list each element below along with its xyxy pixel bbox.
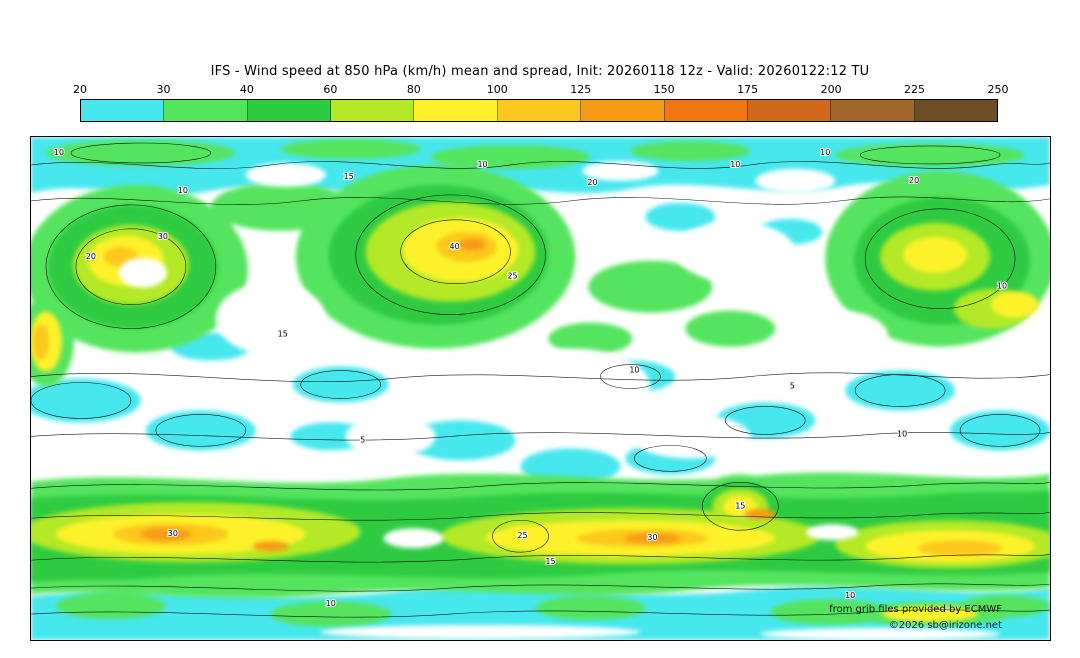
contour-label: 25 bbox=[507, 272, 517, 281]
attribution-source: from grib files provided by ECMWF bbox=[829, 604, 1002, 615]
contour-label: 5 bbox=[360, 435, 365, 444]
contour-label: 30 bbox=[168, 529, 178, 538]
colorbar-segment-100-125 bbox=[497, 100, 582, 121]
colorbar-tick-125: 125 bbox=[570, 83, 592, 96]
contour-label: 20 bbox=[86, 252, 96, 261]
contour-labels: 10 10 15 10 20 10 10 20 30 20 40 25 15 10 10 5 5 10 15 25 30… bbox=[53, 147, 1008, 609]
colorbar-tick-200: 200 bbox=[820, 83, 842, 96]
colorbar-tick-150: 150 bbox=[653, 83, 675, 96]
colorbar-tick-250: 250 bbox=[987, 83, 1009, 96]
colorbar-segment-20-30 bbox=[81, 100, 165, 121]
colorbar-tick-20: 20 bbox=[73, 83, 87, 96]
colorbar-tick-40: 40 bbox=[239, 83, 254, 96]
contour-lines bbox=[31, 142, 1050, 618]
contour-label: 15 bbox=[278, 330, 288, 339]
contour-label: 10 bbox=[477, 160, 487, 169]
colorbar-segment-30-40 bbox=[164, 100, 248, 121]
contour-label: 5 bbox=[790, 382, 795, 391]
colorbar-segment-80-100 bbox=[414, 100, 498, 121]
attribution: from grib files provided by ECMWF ©2026 … bbox=[829, 602, 1002, 634]
white-gap-region bbox=[118, 160, 1001, 640]
contour-label: 30 bbox=[158, 232, 168, 241]
contour-label: 10 bbox=[897, 429, 907, 438]
colorbar-tick-60: 60 bbox=[323, 83, 338, 96]
contour-label: 10 bbox=[997, 282, 1007, 291]
contour-label: 10 bbox=[730, 160, 740, 169]
contour-label: 15 bbox=[735, 501, 745, 510]
contour-label: 20 bbox=[909, 176, 919, 185]
colorbar-segment-125-150 bbox=[581, 100, 665, 121]
page-title: IFS - Wind speed at 850 hPa (km/h) mean … bbox=[210, 64, 870, 79]
contour-label: 40 bbox=[450, 242, 460, 251]
colorbar-ticks: 20 30 40 60 80 100 125 150 175 200 225 250 bbox=[73, 83, 1009, 96]
contour-label: 10 bbox=[845, 591, 855, 600]
colorbar-tick-100: 100 bbox=[486, 83, 508, 96]
colorbar-tick-30: 30 bbox=[156, 83, 171, 96]
colorbar-segment-175-200 bbox=[747, 100, 832, 121]
contour-label: 30 bbox=[647, 533, 657, 542]
colorbar-segment-225-250 bbox=[914, 100, 997, 121]
contour-label: 25 bbox=[517, 531, 527, 540]
contour-label: 15 bbox=[344, 172, 354, 181]
colorbar-tick-175: 175 bbox=[737, 83, 759, 96]
wind-map: 10 10 15 10 20 10 10 20 30 20 40 25 15 10 10 5 5 10 15 25 30… bbox=[31, 137, 1050, 640]
colorbar-segment-150-175 bbox=[664, 100, 748, 121]
wind-map-frame: 10 10 15 10 20 10 10 20 30 20 40 25 15 10 10 5 5 10 15 25 30… bbox=[30, 136, 1051, 641]
colorbar-segment-40-60 bbox=[247, 100, 332, 121]
colorbar bbox=[80, 99, 998, 122]
contour-label: 10 bbox=[326, 599, 336, 608]
colorbar-segment-60-80 bbox=[331, 100, 415, 121]
contour-label: 10 bbox=[54, 148, 64, 157]
contour-label: 15 bbox=[545, 557, 555, 566]
contour-label: 10 bbox=[820, 148, 830, 157]
contour-label: 10 bbox=[629, 366, 639, 375]
colorbar-tick-225: 225 bbox=[904, 83, 926, 96]
contour-label: 20 bbox=[587, 178, 597, 187]
colorbar-segment-200-225 bbox=[831, 100, 915, 121]
colorbar-tick-80: 80 bbox=[406, 83, 421, 96]
attribution-copyright: ©2026 sb@irizone.net bbox=[888, 620, 1002, 631]
fill-orange-region bbox=[139, 238, 777, 552]
contour-label: 10 bbox=[178, 186, 188, 195]
